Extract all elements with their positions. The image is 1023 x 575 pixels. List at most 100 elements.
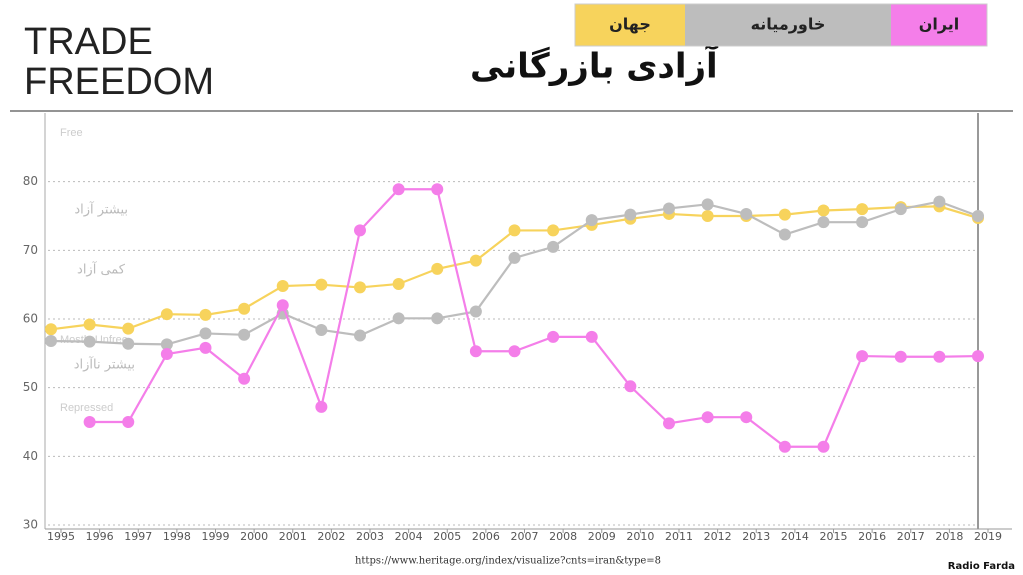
legend-frame [574, 3, 988, 47]
data-point [431, 312, 444, 325]
band-label: بیشتر آزاد [74, 201, 128, 218]
data-point [392, 277, 405, 290]
source: https://www.heritage.org/index/visualize… [355, 556, 661, 567]
x-tick-label: 2009 [588, 530, 616, 543]
x-tick-label: 2012 [704, 530, 732, 543]
data-point [315, 278, 328, 291]
x-tick-label: 2003 [356, 530, 384, 543]
data-point [238, 302, 251, 315]
data-point [933, 350, 946, 363]
x-tick-label: 2015 [820, 530, 848, 543]
data-point [508, 251, 521, 264]
data-point [315, 323, 328, 336]
y-tick-label: 80 [23, 174, 38, 188]
x-tick-label: 2002 [317, 530, 345, 543]
data-point [469, 345, 482, 358]
data-point [933, 195, 946, 208]
data-point [585, 330, 598, 343]
x-tick-label: 1995 [47, 530, 75, 543]
data-point [778, 440, 791, 453]
credit: Radio Farda [948, 561, 1015, 572]
data-point [817, 204, 830, 217]
x-tick-label: 2006 [472, 530, 500, 543]
data-point [972, 210, 984, 222]
data-point [83, 416, 96, 428]
data-point [663, 202, 675, 215]
data-point [740, 411, 753, 424]
data-point [469, 305, 482, 318]
chart-title: TRADE FREEDOM [24, 21, 214, 103]
x-tick-label: 2008 [549, 530, 577, 543]
x-tick-label: 2017 [897, 530, 925, 543]
data-point [160, 338, 173, 351]
data-point [701, 210, 714, 222]
chart-subtitle: آزادی بازرگانی [470, 45, 719, 87]
series-line [50, 200, 979, 346]
legend-swatch [685, 4, 891, 46]
data-point [972, 350, 984, 363]
band-label: Free [60, 127, 83, 139]
data-point [431, 262, 444, 275]
data-point [160, 308, 173, 321]
x-tick-label: 2018 [935, 530, 963, 543]
x-tick-label: 2000 [240, 530, 268, 543]
legend-label: خاورمیانه [751, 15, 826, 34]
data-point [199, 341, 212, 354]
data-point [122, 416, 135, 428]
data-point [624, 208, 637, 221]
data-point [894, 203, 907, 216]
band-label: Repressed [60, 402, 113, 414]
data-point [238, 372, 251, 385]
band-label: بیشتر ناآزاد [74, 356, 135, 373]
x-tick-label: 2007 [511, 530, 539, 543]
data-point [122, 337, 135, 350]
y-tick-label: 60 [23, 312, 38, 326]
y-tick-label: 40 [23, 449, 38, 463]
x-tick-label: 2010 [626, 530, 654, 543]
data-point [45, 323, 57, 336]
data-point [83, 335, 96, 348]
data-point [547, 330, 560, 343]
data-point [469, 254, 482, 267]
data-point [894, 350, 907, 363]
y-tick-label: 50 [23, 380, 38, 394]
data-point [160, 348, 173, 361]
data-point [122, 322, 135, 335]
legend-label: ایران [919, 15, 960, 34]
plot: 30 40 50 60 70 80 1995 1996 1997 1998 1999 2000 2001… [23, 113, 1012, 543]
x-tick-label: 2004 [395, 530, 423, 543]
legend-swatch [891, 4, 987, 46]
y-tick-label: 70 [23, 243, 38, 257]
data-point [508, 345, 521, 358]
x-tick-label: 2016 [858, 530, 886, 543]
data-point [817, 216, 830, 229]
data-point [392, 183, 405, 196]
data-point [856, 203, 869, 216]
legend-label: جهان [609, 15, 651, 34]
data-point [392, 312, 405, 325]
x-tick-label: 2011 [665, 530, 693, 543]
data-point [856, 216, 869, 229]
x-tick-label: 1998 [163, 530, 191, 543]
data-point [547, 240, 560, 253]
data-point [740, 207, 753, 220]
data-point [354, 329, 366, 342]
legend: ایران خاورمیانه جهان [574, 3, 988, 47]
data-point [199, 327, 212, 340]
x-tick-label: 1997 [124, 530, 152, 543]
x-tick-label: 1996 [86, 530, 114, 543]
y-tick-label: 30 [23, 518, 38, 532]
data-point [315, 400, 328, 413]
data-point [778, 208, 791, 221]
data-point [276, 299, 289, 312]
data-point [547, 224, 560, 237]
data-point [199, 308, 212, 321]
x-tick-label: 2005 [433, 530, 461, 543]
data-point [431, 183, 444, 196]
x-tick-label: 2014 [781, 530, 809, 543]
data-point [624, 380, 637, 393]
x-tick-label: 1999 [202, 530, 230, 543]
data-point [856, 350, 869, 363]
band-label: کمی آزاد [77, 261, 126, 278]
